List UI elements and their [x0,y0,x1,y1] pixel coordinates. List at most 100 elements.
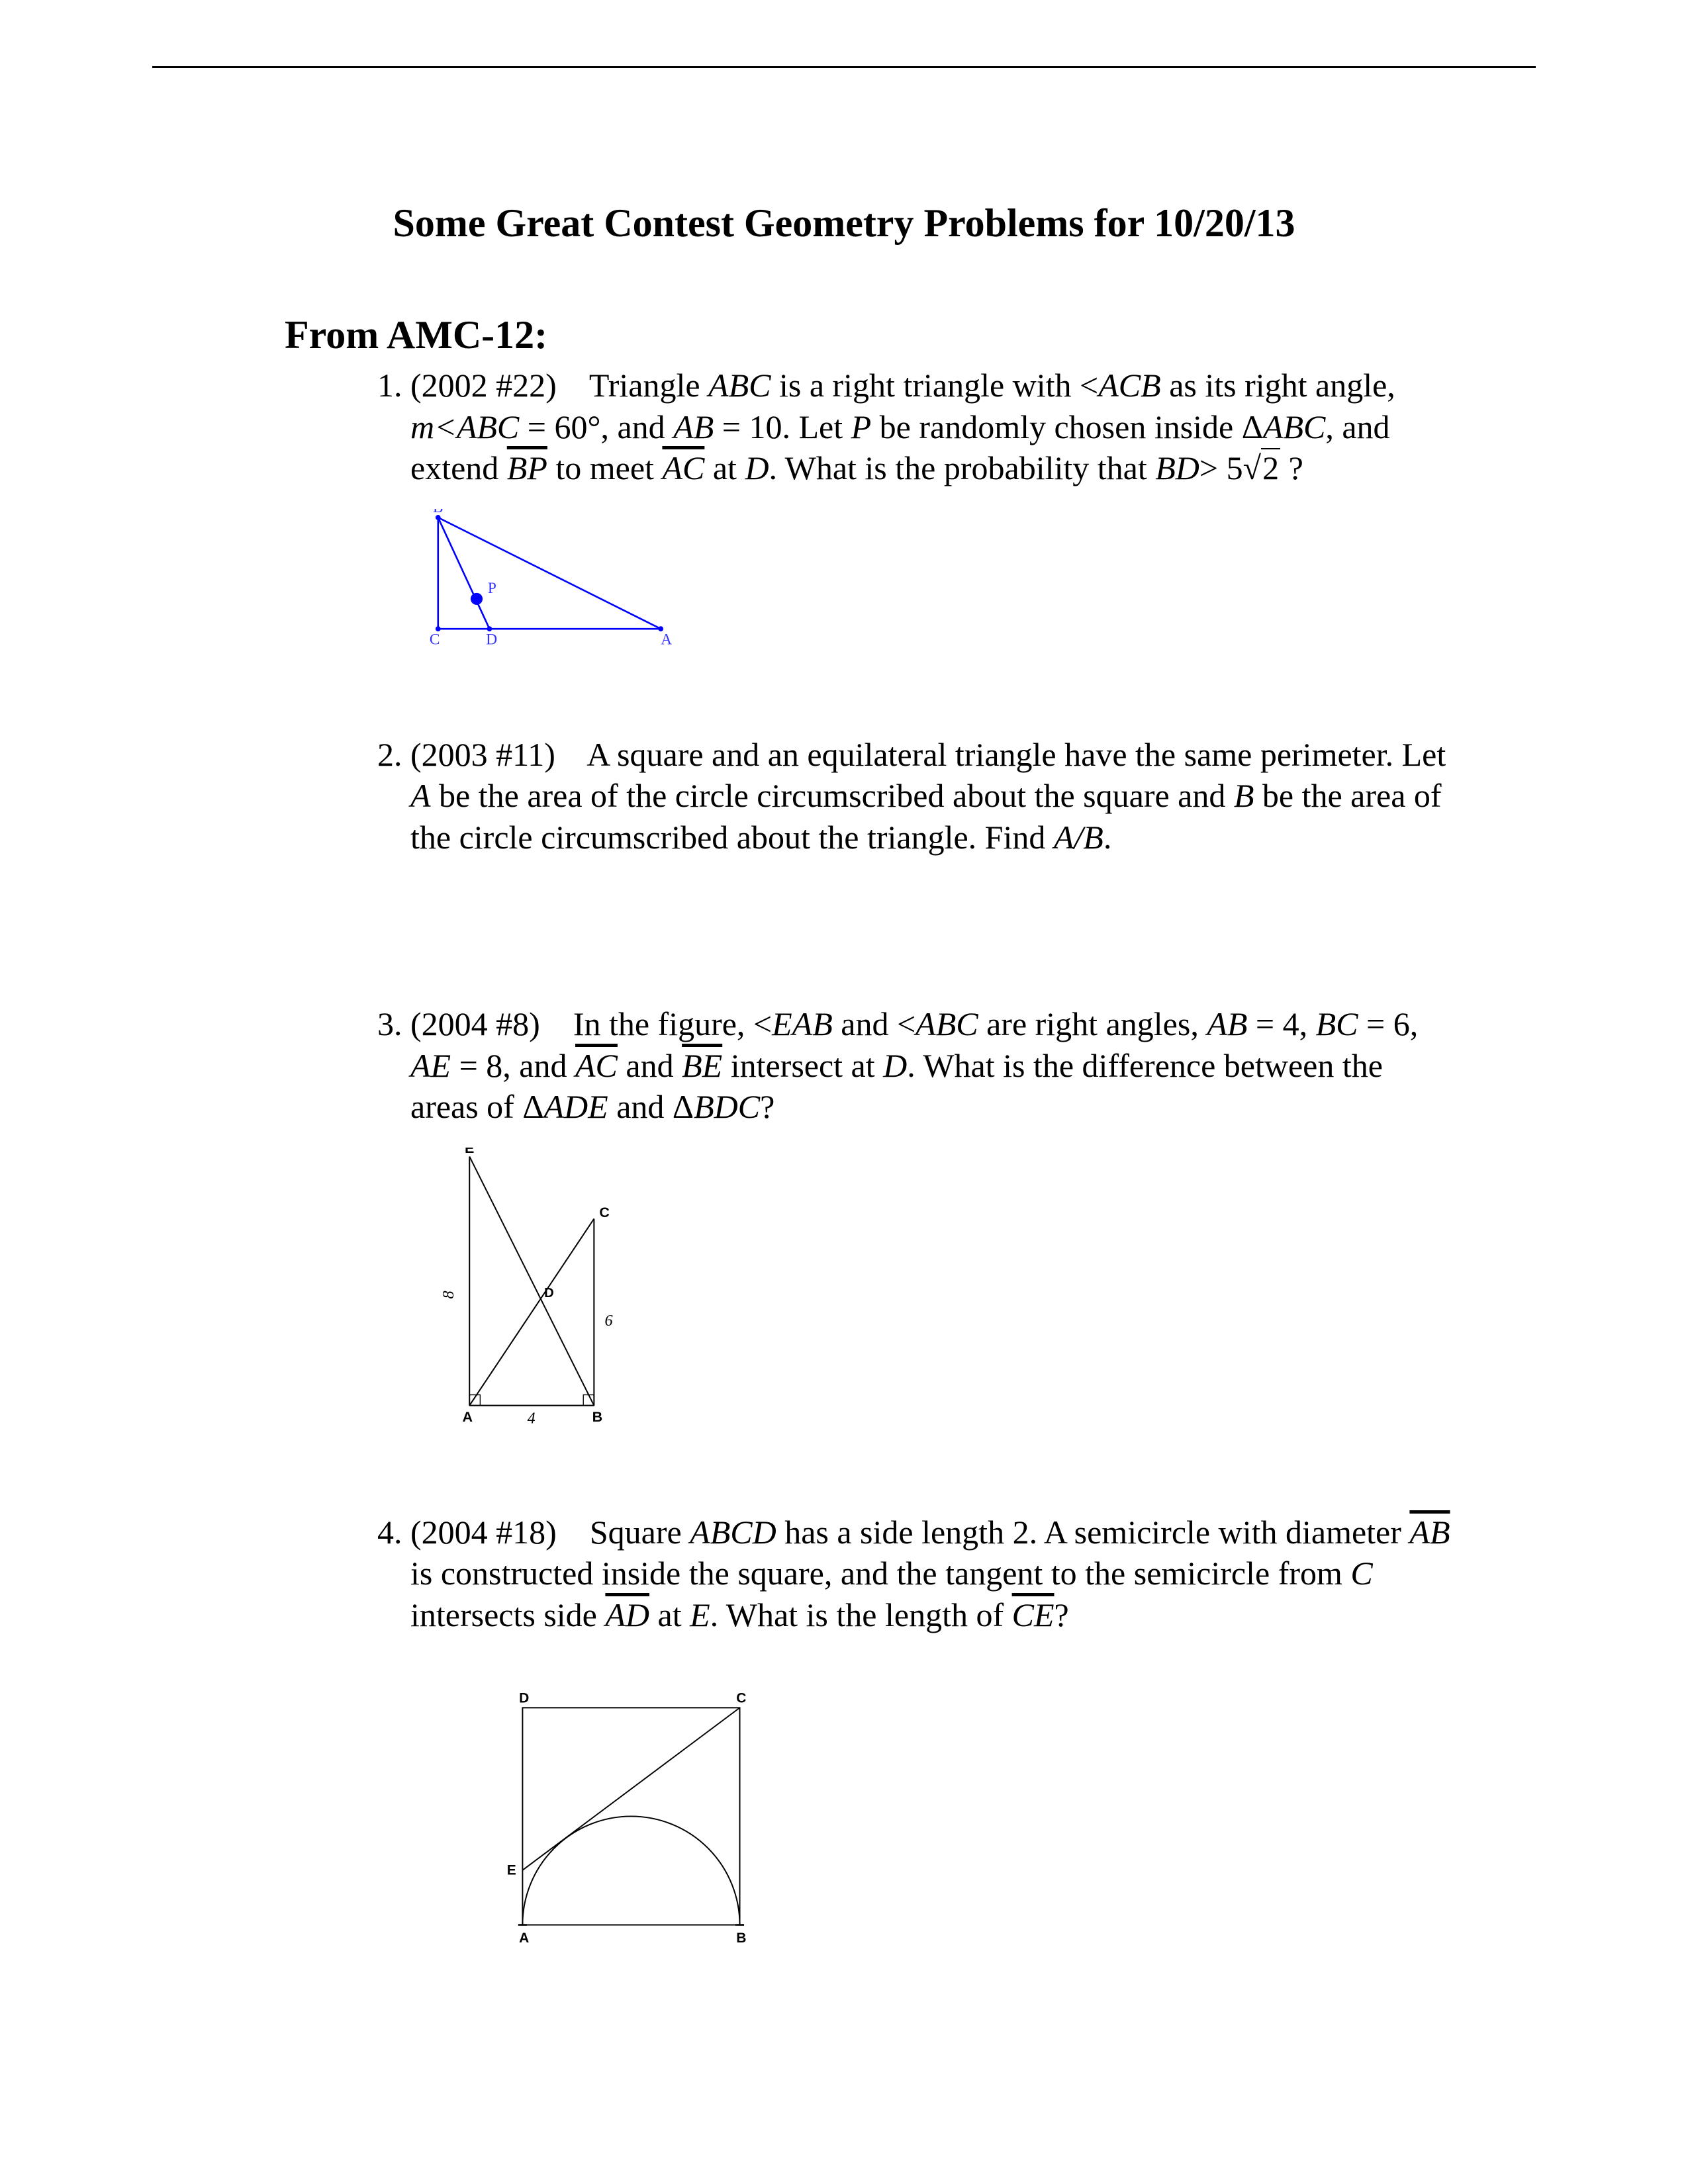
label-A: A [462,1408,473,1424]
t: intersects side [410,1596,605,1633]
t: ABC [1263,408,1325,445]
problem-1: (2002 #22) Triangle ABC is a right trian… [410,365,1456,655]
t: . What is the length of [710,1596,1012,1633]
section-heading: From AMC-12: [285,312,1536,358]
t: ACB [1098,367,1160,404]
triangle-diagram: B P C D A [410,509,688,655]
t: and [618,1047,682,1084]
t: ABC [708,367,771,404]
t: ADE [544,1088,608,1125]
sp [548,1005,565,1042]
t: ? [1280,449,1303,486]
label-C: C [599,1204,610,1220]
radicand: 2 [1261,448,1280,486]
problem-ref: (2003 #11) [410,736,555,773]
seg-ce: CE [1012,1596,1055,1633]
figure-4: A B C D E [496,1682,1456,1960]
t: E [690,1596,710,1633]
t: m [410,408,434,445]
t: to meet [547,449,663,486]
t: as its right angle, [1161,367,1395,404]
label-B: B [433,509,444,516]
t: . [1103,819,1112,856]
seg-ac: AC [662,449,704,486]
label-A: A [661,631,672,648]
t: = 6, [1358,1005,1419,1042]
top-rule [152,66,1536,68]
t: be the area of the circle circumscribed … [431,777,1234,814]
seg-bp: BP [507,449,547,486]
seg-ab: AB [1409,1514,1450,1551]
t: and < [833,1005,915,1042]
t: . What is the probability that [769,449,1156,486]
side-AE: 8 [440,1291,457,1298]
side-BC: 6 [604,1311,612,1329]
label-E: E [465,1148,474,1156]
side-AB: 4 [528,1409,536,1427]
problem-ref: (2004 #8) [410,1005,540,1042]
square-semicircle-diagram: A B C D E [496,1682,774,1960]
t: <ABC [434,408,519,445]
label-B: B [736,1931,746,1946]
t: intersect at [722,1047,883,1084]
crossed-triangles-diagram: E C D A B 8 4 6 [437,1148,635,1432]
t: ABC [915,1005,978,1042]
t: EAB [772,1005,833,1042]
page: Some Great Contest Geometry Problems for… [0,0,1688,2184]
t: A/B [1054,819,1103,856]
label-C: C [430,631,440,648]
t: B [1234,777,1254,814]
label-D: D [486,631,497,648]
t: is constructed inside the square, and th… [410,1555,1350,1592]
t: are right angles, [978,1005,1207,1042]
label-D: D [519,1691,529,1706]
t: at [704,449,745,486]
t: has a side length 2. A semicircle with d… [776,1514,1410,1551]
t: BD [1155,449,1199,486]
t: = 4, [1247,1005,1315,1042]
problem-3: (2004 #8) In the figure, <EAB and <ABC a… [410,1003,1456,1432]
label-A: A [519,1931,529,1946]
t: A square and an equilateral triangle hav… [586,736,1446,773]
t: BDC [694,1088,760,1125]
t: AB [673,408,714,445]
t: be randomly chosen inside Δ [871,408,1263,445]
t: D [883,1047,907,1084]
t: and Δ [608,1088,694,1125]
sqrt: √2 [1243,447,1280,489]
t: AE [410,1047,451,1084]
t: = 8, and [451,1047,575,1084]
t: Triangle [589,367,708,404]
sp [563,736,580,773]
t: P [851,408,872,445]
problem-4: (2004 #18) Square ABCD has a side length… [410,1512,1456,1960]
figure-3: E C D A B 8 4 6 [437,1148,1456,1432]
t: A [410,777,431,814]
problem-text [565,367,581,404]
t: C [1350,1555,1372,1592]
t: is a right triangle with < [771,367,1098,404]
t: > 5 [1199,449,1243,486]
label-D: D [544,1285,554,1300]
t: BC [1316,1005,1358,1042]
seg-ad: AD [605,1596,649,1633]
t: = 60°, and [519,408,673,445]
problem-list: (2002 #22) Triangle ABC is a right trian… [371,365,1536,1960]
label-C: C [736,1691,746,1706]
t: ? [1055,1596,1069,1633]
t: Square [590,1514,690,1551]
t: ? [760,1088,774,1125]
seg-be: BE [682,1047,722,1084]
seg-ac: AC [575,1047,618,1084]
page-title: Some Great Contest Geometry Problems for… [152,201,1536,246]
problem-2: (2003 #11) A square and an equilateral t… [410,734,1456,858]
t: ABCD [690,1514,776,1551]
t: D [745,449,769,486]
label-B: B [592,1408,603,1424]
t: AB [1207,1005,1247,1042]
t: In the figure, < [573,1005,772,1042]
problem-ref: (2004 #18) [410,1514,557,1551]
problem-ref: (2002 #22) [410,367,557,404]
sp [565,1514,581,1551]
figure-1: B P C D A [410,509,1456,655]
